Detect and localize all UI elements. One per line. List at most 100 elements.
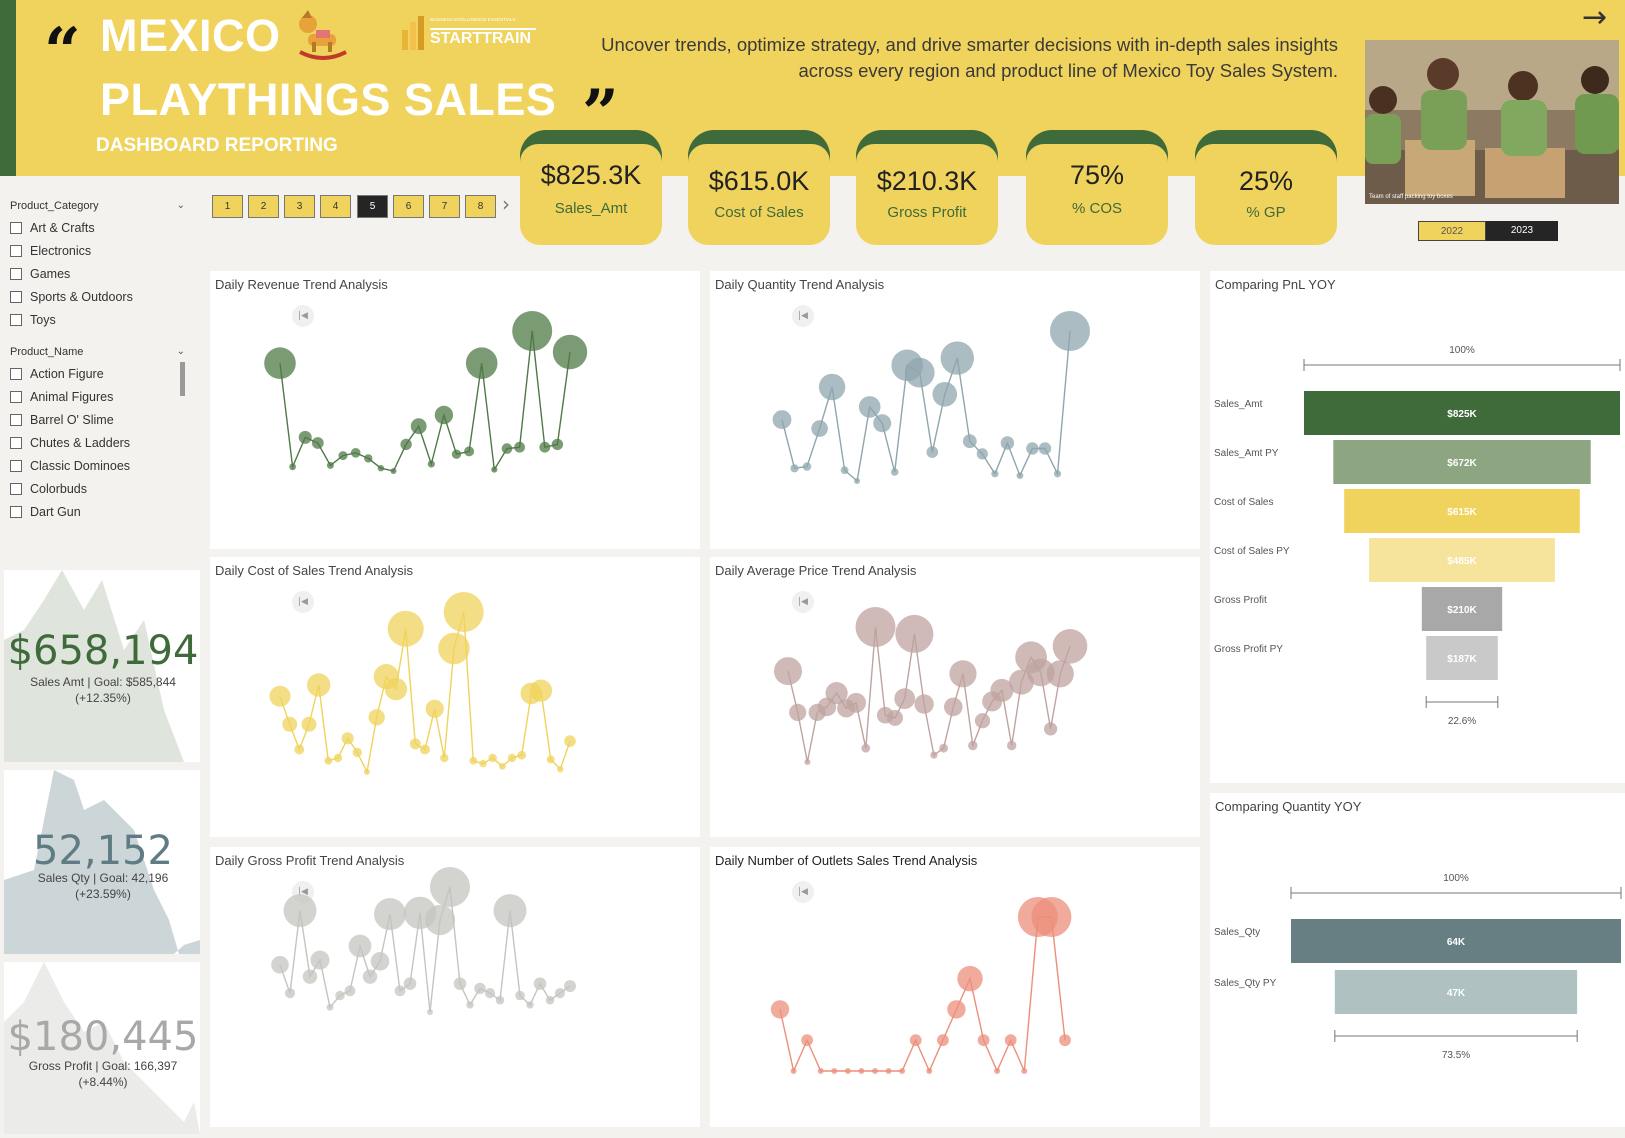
- checkbox[interactable]: [10, 244, 22, 257]
- checkbox[interactable]: [10, 221, 22, 234]
- chevron-down-icon[interactable]: ⌄: [176, 346, 185, 357]
- funnel-bar: [1426, 636, 1498, 680]
- data-point: [1038, 442, 1052, 455]
- data-point: [974, 713, 991, 729]
- data-point: [858, 1068, 865, 1074]
- kpi-value: 25%: [1238, 166, 1294, 196]
- next-page-arrow-icon[interactable]: →: [1582, 0, 1608, 35]
- data-point: [774, 657, 802, 686]
- data-point: [465, 347, 498, 379]
- data-point: [394, 985, 406, 997]
- data-point: [790, 464, 799, 473]
- funnel-bar: [1333, 440, 1591, 484]
- data-point: [469, 756, 478, 765]
- data-point: [926, 446, 939, 458]
- page-button-1[interactable]: 1: [212, 195, 243, 218]
- data-point: [831, 1068, 838, 1074]
- slicer-option[interactable]: Classic Dominoes: [10, 454, 185, 477]
- data-point: [479, 759, 487, 768]
- logo-underline: [430, 28, 536, 30]
- data-point: [283, 894, 317, 928]
- data-point: [551, 438, 564, 451]
- rocking-horse-icon: [299, 10, 347, 60]
- page-button-5[interactable]: 5: [357, 195, 388, 218]
- play-axis-start-icon[interactable]: |◀: [792, 591, 814, 613]
- qty-yoy-panel: Comparing Quantity YOY 100% Sales_Qty 64K S…: [1210, 793, 1625, 1127]
- data-point: [501, 443, 513, 454]
- top-percent-bracket: [1303, 359, 1621, 371]
- data-point: [1016, 472, 1024, 479]
- funnel-bar: [1304, 391, 1620, 435]
- checkbox[interactable]: [10, 367, 22, 380]
- revenue-trend-chart: [264, 311, 588, 474]
- checkbox[interactable]: [10, 313, 22, 326]
- kpi-gp-percent: 25% % GP: [1195, 130, 1337, 245]
- play-axis-start-icon[interactable]: |◀: [292, 591, 314, 613]
- play-axis-start-icon[interactable]: |◀: [292, 305, 314, 327]
- data-point: [825, 682, 848, 705]
- data-point: [1021, 1068, 1028, 1074]
- funnel-bar: [1334, 970, 1578, 1014]
- panel-title: Comparing PnL YOY: [1215, 277, 1336, 292]
- kpi-cost-of-sales: $615.0K Cost of Sales: [688, 130, 830, 245]
- slicer-option[interactable]: Dart Gun: [10, 500, 185, 523]
- photo-caption: Team of staff packing toy boxes: [1369, 194, 1453, 200]
- data-point: [545, 995, 555, 1005]
- slicer-option[interactable]: Toys: [10, 308, 185, 331]
- card-delta: (+8.44%): [78, 1075, 128, 1089]
- kpi-value: 75%: [1069, 160, 1125, 190]
- bottom-percent-label: 73.5%: [1442, 1050, 1470, 1061]
- year-2022-button[interactable]: 2022: [1418, 221, 1486, 241]
- slicer-option[interactable]: Action Figure: [10, 362, 185, 385]
- page-button-2[interactable]: 2: [248, 195, 279, 218]
- slicer-scrollbar[interactable]: [180, 362, 185, 396]
- data-point: [789, 703, 807, 721]
- slicer-option[interactable]: Animal Figures: [10, 385, 185, 408]
- slicer-option[interactable]: Chutes & Ladders: [10, 431, 185, 454]
- page-button-7[interactable]: 7: [429, 195, 460, 218]
- data-point: [890, 468, 899, 476]
- page-next-chevron-icon[interactable]: ›: [502, 192, 510, 216]
- checkbox[interactable]: [10, 290, 22, 303]
- checkbox[interactable]: [10, 267, 22, 280]
- data-point: [424, 904, 456, 936]
- data-point: [451, 449, 462, 459]
- checkbox[interactable]: [10, 482, 22, 495]
- page-button-8[interactable]: 8: [465, 195, 496, 218]
- chevron-down-icon[interactable]: ⌄: [176, 200, 185, 211]
- data-point: [370, 952, 390, 971]
- slicer-option[interactable]: Sports & Outdoors: [10, 285, 185, 308]
- data-point: [324, 756, 333, 765]
- bottom-percent-label: 22.6%: [1448, 716, 1476, 727]
- play-axis-start-icon[interactable]: |◀: [792, 881, 814, 903]
- year-2023-button[interactable]: 2023: [1486, 221, 1558, 241]
- slicer-option[interactable]: Art & Crafts: [10, 216, 185, 239]
- funnel-category-label: Cost of Sales PY: [1214, 546, 1290, 557]
- checkbox[interactable]: [10, 436, 22, 449]
- data-point: [937, 1034, 949, 1047]
- page-button-6[interactable]: 6: [393, 195, 424, 218]
- checkbox[interactable]: [10, 505, 22, 518]
- panel-title: Daily Gross Profit Trend Analysis: [215, 853, 405, 868]
- data-point: [770, 1000, 790, 1019]
- play-axis-start-icon[interactable]: |◀: [792, 305, 814, 327]
- page-button-3[interactable]: 3: [284, 195, 315, 218]
- data-point: [932, 382, 958, 407]
- slicer-option[interactable]: Games: [10, 262, 185, 285]
- funnel-value-label: $672K: [1447, 458, 1477, 469]
- data-point: [564, 980, 576, 993]
- trend-line: [279, 330, 571, 472]
- slicer-option[interactable]: Colorbuds: [10, 477, 185, 500]
- slicer-option[interactable]: Barrel O' Slime: [10, 408, 185, 431]
- data-point: [1007, 740, 1017, 751]
- data-point: [1000, 436, 1015, 450]
- data-point: [498, 763, 506, 770]
- data-point: [533, 977, 547, 990]
- data-point: [1053, 470, 1062, 478]
- slicer-option[interactable]: Electronics: [10, 239, 185, 262]
- checkbox[interactable]: [10, 459, 22, 472]
- page-button-4[interactable]: 4: [320, 195, 351, 218]
- checkbox[interactable]: [10, 390, 22, 403]
- checkbox[interactable]: [10, 413, 22, 426]
- data-point: [326, 1003, 334, 1011]
